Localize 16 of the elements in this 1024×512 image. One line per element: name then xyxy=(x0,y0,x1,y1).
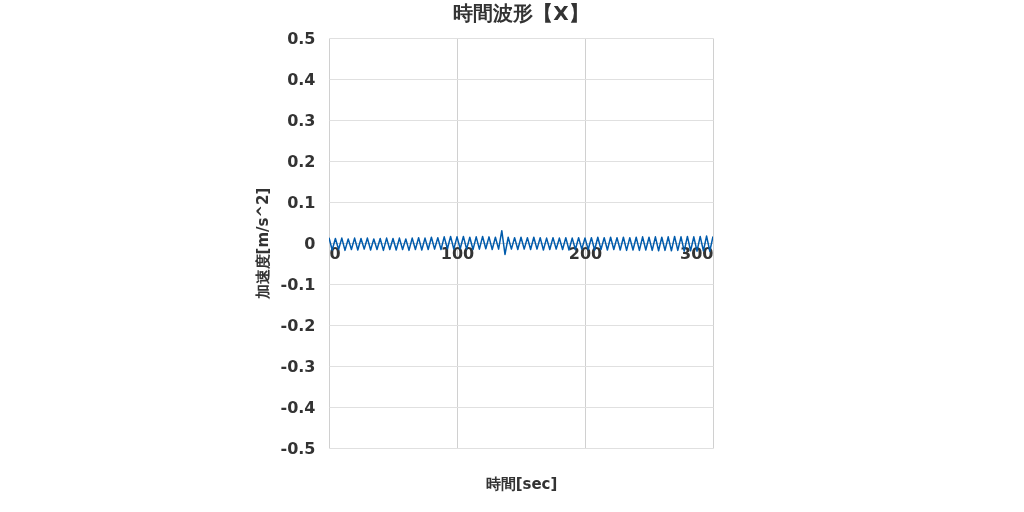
chart-title: 時間波形【X】 xyxy=(453,1,589,25)
x-axis-title: 時間[sec] xyxy=(485,474,558,493)
x-tick-label: 100 xyxy=(440,243,475,263)
y-tick-label: 0.3 xyxy=(287,110,316,130)
x-tick-label: 200 xyxy=(568,243,603,263)
y-tick-label: -0.4 xyxy=(280,397,316,417)
y-tick-label: 0.4 xyxy=(287,69,316,89)
y-axis-title: 加速度[m/s^2] xyxy=(253,187,272,301)
y-tick-label: 0.5 xyxy=(287,28,316,48)
y-tick-label: -0.2 xyxy=(280,315,316,335)
y-tick-label: -0.5 xyxy=(280,438,316,458)
y-tick-label: -0.3 xyxy=(280,356,316,376)
x-tick-label: 0 xyxy=(329,243,341,263)
y-tick-label: 0.2 xyxy=(287,151,316,171)
y-tick-label: -0.1 xyxy=(280,274,316,294)
y-tick-label: 0.1 xyxy=(287,192,316,212)
